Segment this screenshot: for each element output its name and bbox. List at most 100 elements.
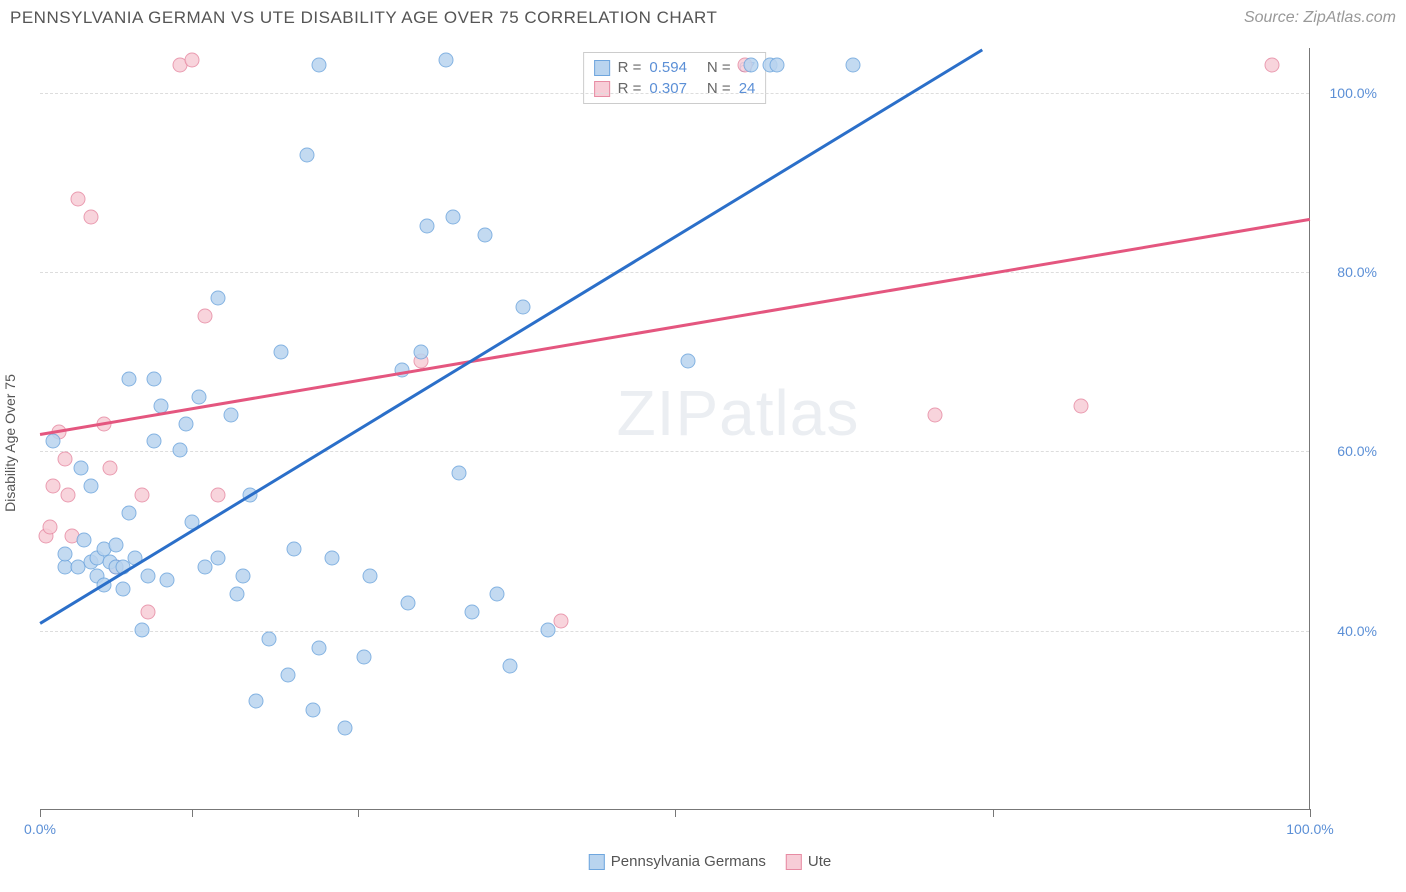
y-tick-label: 100.0% (1330, 85, 1377, 101)
data-point (1074, 398, 1089, 413)
legend-n-label: N = (707, 59, 731, 76)
swatch-icon (589, 854, 605, 870)
legend-row: R = 0.307 N = 24 (594, 78, 756, 99)
swatch-icon (786, 854, 802, 870)
data-point (160, 573, 175, 588)
source-name: ZipAtlas.com (1304, 9, 1396, 26)
data-point (248, 694, 263, 709)
data-point (490, 586, 505, 601)
legend-item-ute: Ute (786, 853, 831, 870)
y-axis-label: Disability Age Over 75 (2, 374, 18, 512)
plot-area: ZIPatlas R =0.594N =67R =0.307N =24 40.0… (40, 48, 1310, 810)
gridline (40, 93, 1309, 94)
swatch-icon (594, 60, 610, 76)
data-point (140, 568, 155, 583)
data-point (845, 57, 860, 72)
data-point (223, 407, 238, 422)
gridline (40, 272, 1309, 273)
x-tick-label: 0.0% (24, 821, 56, 837)
data-point (185, 53, 200, 68)
legend-r-label: R = (618, 59, 642, 76)
data-point (502, 658, 517, 673)
data-point (287, 542, 302, 557)
x-tick (192, 809, 193, 817)
legend-r-value: 0.307 (649, 80, 687, 97)
gridline (40, 451, 1309, 452)
x-tick (1310, 809, 1311, 817)
data-point (553, 613, 568, 628)
data-point (198, 308, 213, 323)
gridline (40, 631, 1309, 632)
data-point (73, 461, 88, 476)
data-point (172, 443, 187, 458)
legend-n-label: N = (707, 80, 731, 97)
data-point (83, 479, 98, 494)
data-point (134, 488, 149, 503)
data-point (45, 434, 60, 449)
legend-r-label: R = (618, 80, 642, 97)
data-point (541, 622, 556, 637)
legend-n-value: 24 (739, 80, 756, 97)
legend-item-pa-german: Pennsylvania Germans (589, 853, 766, 870)
data-point (312, 640, 327, 655)
data-point (43, 519, 58, 534)
legend-row: R =0.594N =67 (594, 57, 756, 78)
data-point (60, 488, 75, 503)
data-point (477, 228, 492, 243)
data-point (147, 434, 162, 449)
data-point (229, 586, 244, 601)
source-label: Source: (1244, 9, 1304, 26)
trend-line (39, 48, 983, 624)
watermark: ZIPatlas (617, 376, 860, 450)
data-point (464, 604, 479, 619)
legend-label-a: Pennsylvania Germans (611, 853, 766, 870)
data-point (312, 57, 327, 72)
data-point (179, 416, 194, 431)
data-point (83, 210, 98, 225)
data-point (140, 604, 155, 619)
legend-r-value: 0.594 (649, 59, 687, 76)
data-point (928, 407, 943, 422)
chart-title: PENNSYLVANIA GERMAN VS UTE DISABILITY AG… (10, 8, 717, 28)
swatch-icon (594, 81, 610, 97)
data-point (445, 210, 460, 225)
source: Source: ZipAtlas.com (1244, 9, 1396, 27)
x-tick (993, 809, 994, 817)
x-tick (358, 809, 359, 817)
data-point (515, 299, 530, 314)
legend-label-b: Ute (808, 853, 831, 870)
data-point (191, 389, 206, 404)
chart: Disability Age Over 75 ZIPatlas R =0.594… (40, 48, 1380, 838)
data-point (439, 53, 454, 68)
data-point (236, 568, 251, 583)
data-point (680, 353, 695, 368)
data-point (401, 595, 416, 610)
y-tick-label: 40.0% (1337, 623, 1377, 639)
data-point (210, 551, 225, 566)
data-point (121, 371, 136, 386)
x-tick-label: 100.0% (1286, 821, 1333, 837)
data-point (414, 344, 429, 359)
x-tick (40, 809, 41, 817)
data-point (58, 546, 73, 561)
data-point (274, 344, 289, 359)
data-point (306, 703, 321, 718)
data-point (420, 219, 435, 234)
y-tick-label: 80.0% (1337, 264, 1377, 280)
y-tick-label: 60.0% (1337, 443, 1377, 459)
data-point (452, 465, 467, 480)
data-point (102, 461, 117, 476)
legend-series: Pennsylvania Germans Ute (589, 853, 831, 870)
data-point (147, 371, 162, 386)
data-point (71, 192, 86, 207)
data-point (121, 506, 136, 521)
data-point (325, 551, 340, 566)
data-point (115, 582, 130, 597)
data-point (769, 57, 784, 72)
data-point (299, 147, 314, 162)
data-point (58, 452, 73, 467)
x-tick (675, 809, 676, 817)
data-point (77, 533, 92, 548)
data-point (744, 57, 759, 72)
data-point (109, 537, 124, 552)
